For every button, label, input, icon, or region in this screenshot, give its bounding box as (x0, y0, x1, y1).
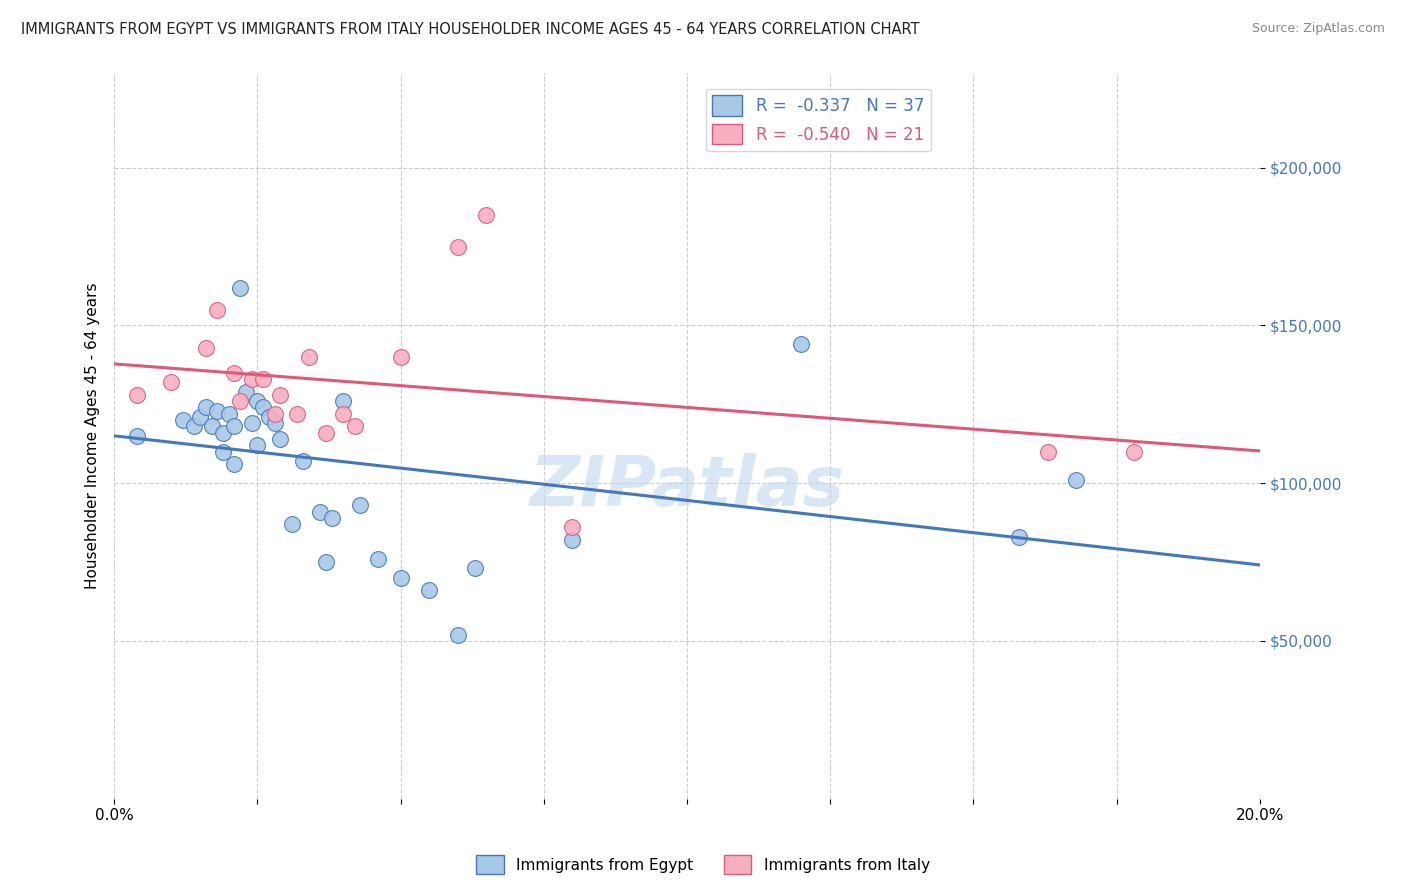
Point (127, 388, 149, 402)
Point (252, 401, 274, 415)
Point (367, 552, 389, 566)
Point (160, 376, 183, 390)
Point (309, 505, 332, 519)
Point (315, 425, 337, 440)
Point (561, 520, 583, 534)
Point (183, 419, 205, 434)
Point (172, 413, 194, 427)
Point (224, 366, 246, 380)
Point (235, 384, 257, 399)
Point (252, 372, 274, 386)
Point (349, 498, 371, 512)
Point (287, 407, 309, 421)
Point (343, 419, 366, 434)
Point (263, 407, 285, 421)
Point (389, 350, 412, 364)
Point (212, 444, 235, 458)
Point (1066, 473, 1088, 487)
Point (332, 394, 354, 409)
Point (1122, 444, 1144, 458)
Point (389, 571, 412, 585)
Point (212, 425, 235, 440)
Point (188, 409, 211, 424)
Point (418, 583, 440, 598)
Point (269, 432, 291, 446)
Point (475, 208, 498, 222)
Point (207, 302, 229, 317)
Point (224, 457, 246, 471)
Point (321, 511, 343, 525)
Text: Source: ZipAtlas.com: Source: ZipAtlas.com (1251, 22, 1385, 36)
Point (447, 628, 470, 642)
Point (207, 403, 229, 417)
Point (269, 388, 291, 402)
Point (447, 239, 470, 253)
Point (194, 401, 217, 415)
Point (464, 561, 486, 575)
Point (246, 438, 269, 452)
Y-axis label: Householder Income Ages 45 - 64 years: Householder Income Ages 45 - 64 years (86, 283, 100, 589)
Point (263, 416, 285, 430)
Point (332, 407, 354, 421)
Point (240, 416, 263, 430)
Point (280, 517, 302, 532)
Point (315, 555, 337, 569)
Point (561, 533, 583, 547)
Point (257, 409, 280, 424)
Text: IMMIGRANTS FROM EGYPT VS IMMIGRANTS FROM ITALY HOUSEHOLDER INCOME AGES 45 - 64 Y: IMMIGRANTS FROM EGYPT VS IMMIGRANTS FROM… (21, 22, 920, 37)
Legend: Immigrants from Egypt, Immigrants from Italy: Immigrants from Egypt, Immigrants from I… (470, 849, 936, 880)
Point (292, 454, 315, 468)
Point (229, 280, 252, 294)
Point (298, 350, 321, 364)
Point (1036, 444, 1059, 458)
Legend: R =  -0.337   N = 37, R =  -0.540   N = 21: R = -0.337 N = 37, R = -0.540 N = 21 (706, 88, 931, 151)
Point (790, 337, 813, 351)
Point (1008, 530, 1031, 544)
Point (194, 341, 217, 355)
Point (224, 419, 246, 434)
Point (240, 372, 263, 386)
Point (218, 407, 240, 421)
Point (229, 394, 252, 409)
Point (246, 394, 269, 409)
Point (200, 419, 222, 434)
Point (127, 429, 149, 443)
Text: ZIPatlas: ZIPatlas (530, 453, 845, 520)
